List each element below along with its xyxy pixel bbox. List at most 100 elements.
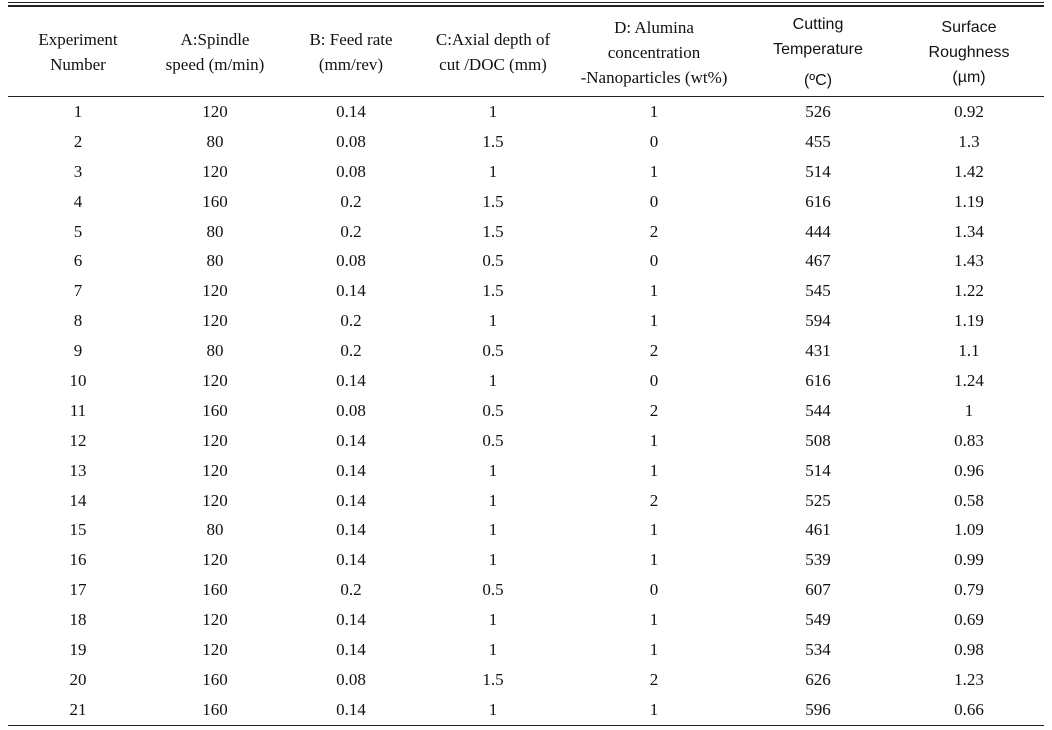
cell-experiment-number: 20 (69, 669, 87, 689)
cell-experiment-number: 18 (69, 610, 87, 630)
cell-feed-rate: 0.14 (336, 520, 366, 540)
cell-axial-depth: 0.5 (482, 251, 504, 271)
table-row: 3 120 0.08 1 1 514 1.42 (8, 157, 1044, 187)
table-row: 14 120 0.14 1 2 525 0.58 (8, 486, 1044, 516)
cell-experiment-number: 8 (73, 311, 83, 331)
cell-axial-depth: 1.5 (482, 191, 504, 211)
cell-alumina-concentration: 2 (649, 669, 659, 689)
cell-surface-roughness: 1.23 (954, 669, 984, 689)
cell-spindle-speed: 120 (202, 460, 228, 480)
header-text: C:Axial depth of (435, 30, 551, 49)
cell-cutting-temperature: 545 (805, 281, 831, 301)
header-text: -Nanoparticles (wt%) (580, 67, 728, 87)
cell-experiment-number: 19 (69, 639, 87, 659)
header-feed-rate: B: Feed rate (mm/rev) (282, 8, 420, 97)
cell-experiment-number: 2 (73, 131, 83, 151)
cell-alumina-concentration: 1 (649, 281, 659, 301)
cell-spindle-speed: 160 (148, 694, 282, 726)
cell-surface-roughness: 1.22 (954, 281, 984, 301)
cell-axial-depth: 1 (488, 370, 498, 390)
cell-experiment-number: 15 (69, 520, 87, 540)
cell-axial-depth: 0.5 (482, 430, 504, 450)
cell-spindle-speed: 120 (202, 281, 228, 301)
cell-alumina-concentration: 1 (649, 520, 659, 540)
cell-spindle-speed: 120 (202, 610, 228, 630)
header-text: Roughness (928, 43, 1010, 61)
cell-alumina-concentration: 1 (649, 460, 659, 480)
cell-axial-depth: 0.5 (482, 341, 504, 361)
cell-cutting-temperature: 444 (805, 221, 831, 241)
table-row: 17 160 0.2 0.5 0 607 0.79 (8, 575, 1044, 605)
table-row: 19 120 0.14 1 1 534 0.98 (8, 635, 1044, 665)
cell-alumina-concentration: 1 (649, 610, 659, 630)
table-row: 4 160 0.2 1.5 0 616 1.19 (8, 187, 1044, 217)
cell-axial-depth: 1.5 (482, 221, 504, 241)
table-row: 9 80 0.2 0.5 2 431 1.1 (8, 336, 1044, 366)
header-unit: (ºC) (803, 71, 833, 89)
cell-alumina-concentration: 0 (649, 370, 659, 390)
table-row: 21 160 0.14 1 1 596 0.66 (8, 694, 1044, 726)
header-text: D: Alumina (614, 17, 694, 37)
cell-alumina-concentration: 1 (649, 639, 659, 659)
cell-cutting-temperature: 616 (805, 370, 831, 390)
cell-feed-rate: 0.14 (336, 460, 366, 480)
cell-feed-rate: 0.14 (336, 370, 366, 390)
cell-surface-roughness: 0.79 (954, 580, 984, 600)
cell-feed-rate: 0.14 (336, 281, 366, 301)
cell-alumina-concentration: 1 (649, 311, 659, 331)
cell-spindle-speed: 120 (202, 161, 228, 181)
cell-alumina-concentration: 1 (649, 430, 659, 450)
header-text: Experiment (38, 30, 118, 49)
cell-cutting-temperature: 549 (805, 610, 831, 630)
cell-axial-depth: 1 (488, 610, 498, 630)
cell-surface-roughness: 0.58 (954, 490, 984, 510)
cell-surface-roughness: 0.66 (894, 694, 1044, 726)
cell-alumina-concentration: 2 (649, 341, 659, 361)
cell-cutting-temperature: 525 (805, 490, 831, 510)
cell-feed-rate: 0.14 (282, 694, 420, 726)
cell-feed-rate: 0.2 (340, 341, 362, 361)
header-text: Surface (941, 18, 997, 36)
cell-cutting-temperature: 626 (805, 669, 831, 689)
cell-cutting-temperature: 594 (805, 311, 831, 331)
cell-surface-roughness: 1.3 (958, 131, 980, 151)
cell-feed-rate: 0.14 (336, 101, 366, 121)
cell-spindle-speed: 120 (202, 430, 228, 450)
experiment-table: Experiment Number A:Spindle speed (m/min… (8, 8, 1044, 726)
cell-axial-depth: 1 (488, 490, 498, 510)
cell-feed-rate: 0.2 (340, 311, 362, 331)
cell-experiment-number: 5 (73, 221, 83, 241)
cell-spindle-speed: 160 (202, 400, 228, 420)
cell-alumina-concentration: 1 (649, 101, 659, 121)
cell-surface-roughness: 1.19 (954, 191, 984, 211)
table-row: 13 120 0.14 1 1 514 0.96 (8, 456, 1044, 486)
table-row: 1 120 0.14 1 1 526 0.92 (8, 97, 1044, 127)
table-row: 5 80 0.2 1.5 2 444 1.34 (8, 217, 1044, 247)
header-text: Number (50, 55, 106, 74)
header-surface-roughness: Surface Roughness (µm) (894, 8, 1044, 97)
cell-alumina-concentration: 2 (649, 400, 659, 420)
cell-surface-roughness: 1.42 (954, 161, 984, 181)
cell-surface-roughness: 1.09 (954, 520, 984, 540)
table-row: 15 80 0.14 1 1 461 1.09 (8, 515, 1044, 545)
cell-axial-depth: 1 (488, 639, 498, 659)
cell-spindle-speed: 120 (202, 311, 228, 331)
cell-axial-depth: 1 (488, 460, 498, 480)
cell-surface-roughness: 0.69 (954, 610, 984, 630)
top-rule-thin (8, 2, 1044, 3)
header-text: concentration (607, 42, 701, 62)
cell-experiment-number: 16 (69, 550, 87, 570)
cell-axial-depth: 1.5 (482, 281, 504, 301)
cell-surface-roughness: 0.92 (954, 101, 984, 121)
cell-surface-roughness: 0.96 (954, 460, 984, 480)
cell-cutting-temperature: 467 (805, 251, 831, 271)
cell-alumina-concentration: 0 (649, 580, 659, 600)
cell-cutting-temperature: 596 (742, 694, 894, 726)
cell-axial-depth: 0.5 (482, 580, 504, 600)
header-text: cut /DOC (mm) (439, 55, 547, 74)
cell-axial-depth: 1 (420, 694, 566, 726)
cell-cutting-temperature: 431 (805, 341, 831, 361)
cell-alumina-concentration: 2 (649, 221, 659, 241)
cell-axial-depth: 0.5 (482, 400, 504, 420)
cell-surface-roughness: 0.99 (954, 550, 984, 570)
